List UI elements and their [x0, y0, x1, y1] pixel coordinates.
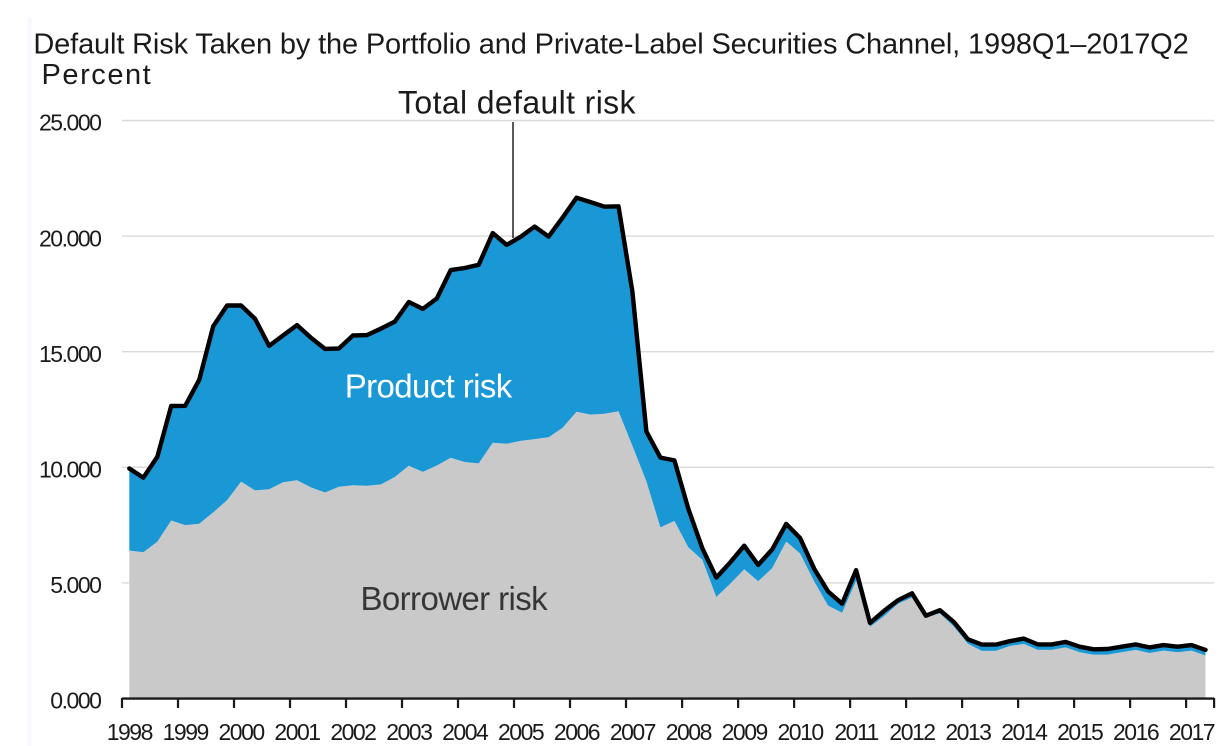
svg-text:10.000: 10.000 [39, 457, 101, 483]
svg-text:20.000: 20.000 [39, 225, 101, 251]
svg-text:2014: 2014 [1001, 719, 1048, 745]
svg-text:1999: 1999 [163, 719, 209, 745]
svg-text:2000: 2000 [219, 719, 265, 745]
svg-text:2017: 2017 [1169, 719, 1215, 745]
svg-text:Product risk: Product risk [345, 368, 513, 405]
svg-text:2008: 2008 [666, 719, 712, 745]
svg-text:2007: 2007 [610, 719, 656, 745]
svg-text:2006: 2006 [554, 719, 600, 745]
svg-text:2005: 2005 [498, 719, 544, 745]
svg-text:2013: 2013 [945, 719, 991, 745]
svg-text:15.000: 15.000 [39, 341, 101, 367]
svg-text:2009: 2009 [722, 719, 768, 745]
svg-text:2010: 2010 [778, 719, 824, 745]
svg-text:2016: 2016 [1113, 719, 1159, 745]
svg-text:2015: 2015 [1057, 719, 1103, 745]
svg-text:2004: 2004 [442, 719, 489, 745]
svg-text:1998: 1998 [107, 719, 153, 745]
svg-text:Total default risk: Total default risk [398, 85, 637, 121]
svg-text:0.000: 0.000 [50, 688, 101, 714]
svg-text:5.000: 5.000 [50, 572, 101, 598]
svg-text:2001: 2001 [274, 719, 320, 745]
svg-text:Borrower risk: Borrower risk [361, 580, 549, 617]
svg-text:2011: 2011 [834, 719, 878, 745]
svg-text:25.000: 25.000 [39, 110, 101, 136]
svg-text:2003: 2003 [386, 719, 432, 745]
svg-text:Percent: Percent [42, 59, 153, 91]
svg-text:2002: 2002 [330, 719, 376, 745]
svg-text:2012: 2012 [889, 719, 935, 745]
svg-text:Default Risk Taken by the Port: Default Risk Taken by the Portfolio and … [33, 29, 1188, 61]
